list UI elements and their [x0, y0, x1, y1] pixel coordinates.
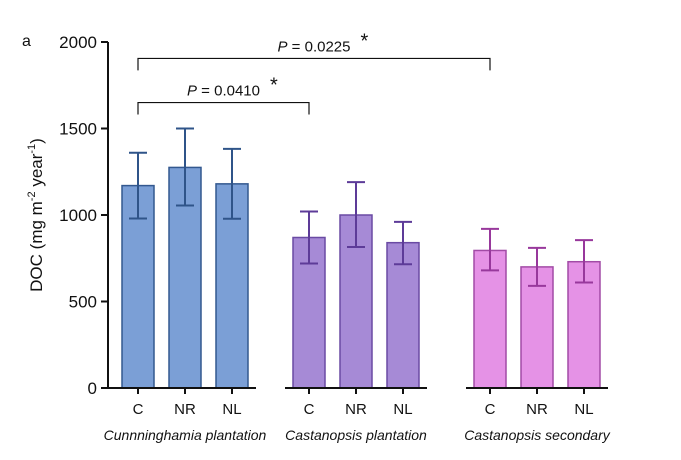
bar [386, 241, 420, 389]
x-category-label: NL [393, 401, 412, 418]
y-axis-title: DOC (mg m-2 year-1) [26, 138, 46, 292]
group-label: Castanopsis secondary [464, 427, 611, 443]
significance-bracket [137, 101, 310, 115]
bar [520, 266, 554, 389]
y-tick-label: 1500 [59, 120, 97, 139]
x-category-label: NL [574, 401, 593, 418]
p-value-label: P = 0.0410 [187, 83, 260, 100]
x-category-label: NR [526, 401, 548, 418]
y-axis-title-sup2: -1 [26, 144, 38, 154]
x-category-label: C [304, 401, 315, 418]
bars-layer [121, 166, 601, 389]
x-category-label: NR [345, 401, 367, 418]
significance-star: * [361, 30, 369, 52]
y-axis-title-mid: year [27, 153, 46, 191]
y-axis-title-sup1: -2 [26, 191, 38, 201]
y-tick-label: 2000 [59, 33, 97, 52]
y-tick-label: 1000 [59, 206, 97, 225]
group-label: Castanopsis plantation [285, 427, 427, 443]
p-symbol: P [187, 83, 197, 100]
error-bars-layer [129, 127, 593, 287]
significance-star: * [270, 75, 278, 97]
p-symbol: P [278, 38, 288, 55]
p-value-label: P = 0.0225 [278, 38, 351, 55]
x-category-label: C [133, 401, 144, 418]
y-axis-title-base: DOC (mg m [27, 201, 46, 292]
panel-label: a [22, 33, 31, 50]
group-label: Cunnninghamia plantation [104, 427, 267, 443]
significance-bracket [137, 57, 491, 71]
y-axis-title-end: ) [27, 138, 46, 144]
p-value: = 0.0410 [197, 83, 260, 100]
x-category-label: C [485, 401, 496, 418]
x-category-label: NL [222, 401, 241, 418]
bar [473, 249, 507, 389]
y-tick-label: 0 [88, 379, 97, 398]
y-tick-label: 500 [69, 293, 97, 312]
x-axis: C NR NL Cunnninghamia plantation C NR NL Castan… [104, 387, 611, 443]
significance-annotations: P = 0.0410 * P = 0.0225 * [137, 30, 491, 115]
p-value: = 0.0225 [288, 38, 351, 55]
y-axis: 0 500 1000 1500 2000 [59, 33, 109, 398]
x-category-label: NR [174, 401, 196, 418]
